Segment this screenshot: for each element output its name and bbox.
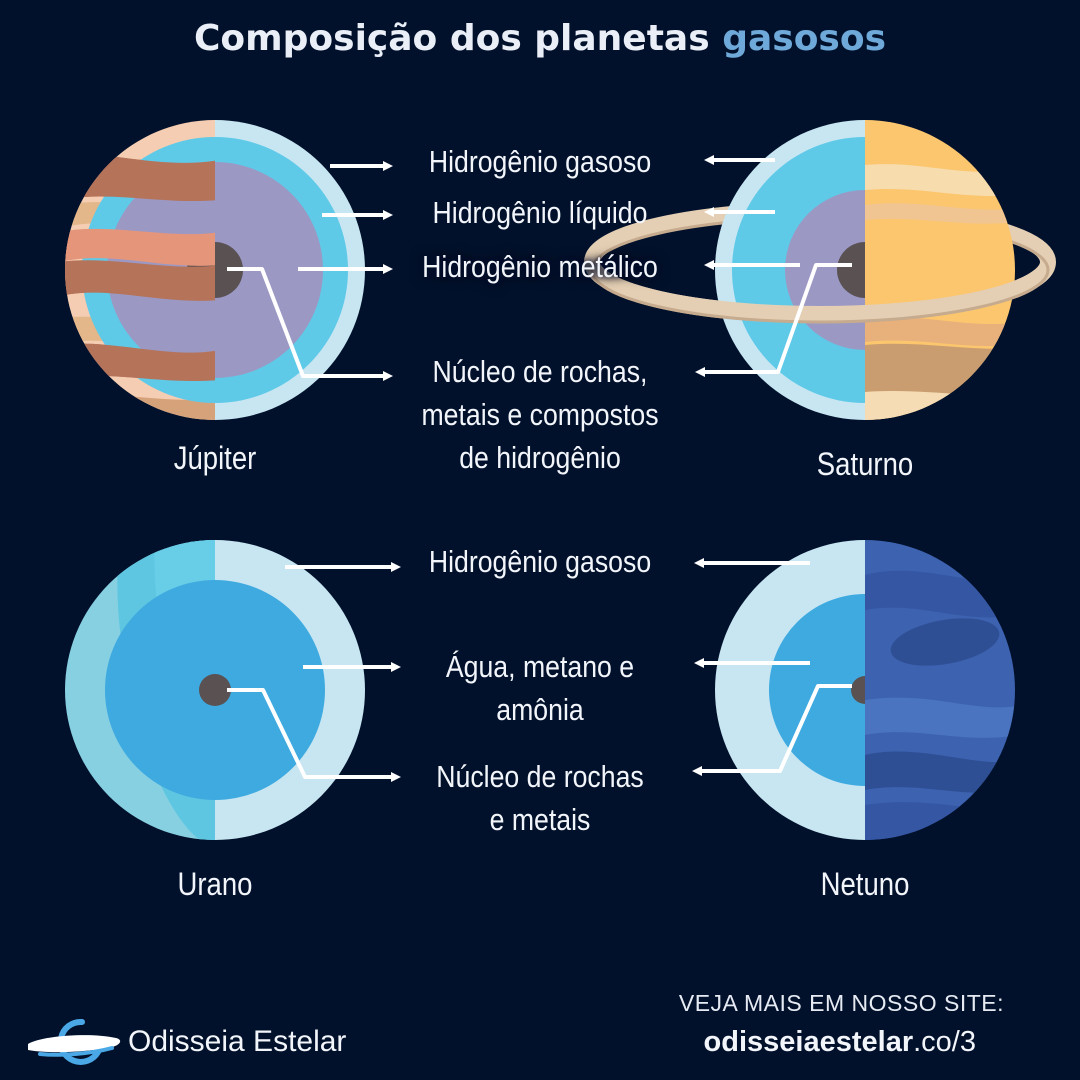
label-hydrogen-liquid: Hidrogênio líquido bbox=[432, 195, 648, 230]
label-core-top-line3: de hidrogênio bbox=[459, 440, 621, 475]
saturn-surface bbox=[865, 120, 1015, 420]
connector-arrows bbox=[227, 155, 852, 782]
neptune-planet bbox=[715, 540, 1015, 840]
label-water-line2: amônia bbox=[496, 692, 584, 727]
label-hydrogen-metallic: Hidrogênio metálico bbox=[422, 249, 658, 284]
planet-name-jupiter: Júpiter bbox=[173, 440, 257, 476]
label-core-bottom-line1: Núcleo de rochas bbox=[436, 759, 644, 794]
label-water-line1: Água, metano e bbox=[445, 649, 635, 684]
uranus-arrows bbox=[227, 562, 401, 782]
planet-name-uranus: Urano bbox=[177, 866, 253, 902]
planet-name-saturn: Saturno bbox=[816, 446, 914, 482]
page-title: Composição dos planetas gasosos bbox=[0, 18, 1080, 59]
cta-domain-bold: odisseiaestelar bbox=[703, 1026, 914, 1058]
label-core-top-line2: metais e compostos bbox=[421, 397, 659, 432]
title-accent: gasosos bbox=[722, 18, 887, 59]
brand-logo-icon bbox=[28, 1018, 121, 1065]
planet-name-neptune: Netuno bbox=[820, 866, 910, 902]
brand-name: Odisseia Estelar bbox=[128, 1025, 347, 1058]
cta-domain-rest: .co/3 bbox=[913, 1026, 976, 1058]
neptune-arrows bbox=[692, 558, 852, 776]
uranus-planet bbox=[65, 540, 365, 840]
label-hydrogen-gas-top: Hidrogênio gasoso bbox=[428, 144, 652, 179]
cta-link[interactable]: odisseiaestelar.co/3 bbox=[704, 1026, 976, 1059]
label-core-bottom: Núcleo de rochas e metais bbox=[380, 755, 700, 841]
jupiter-arrows bbox=[227, 161, 393, 381]
label-core-top-line1: Núcleo de rochas, bbox=[432, 354, 648, 389]
title-main: Composição dos planetas bbox=[193, 18, 710, 59]
label-hydrogen-gas-bottom: Hidrogênio gasoso bbox=[428, 544, 652, 579]
label-water-methane-ammonia: Água, metano e amônia bbox=[380, 645, 700, 731]
label-core-top: Núcleo de rochas, metais e compostos de … bbox=[380, 350, 700, 479]
neptune-surface bbox=[865, 540, 1015, 840]
saturn-arrows bbox=[695, 155, 852, 377]
cta-text: VEJA MAIS EM NOSSO SITE: bbox=[678, 990, 1004, 1016]
label-core-bottom-line2: e metais bbox=[489, 802, 591, 837]
saturn-ring-front bbox=[585, 270, 1055, 324]
